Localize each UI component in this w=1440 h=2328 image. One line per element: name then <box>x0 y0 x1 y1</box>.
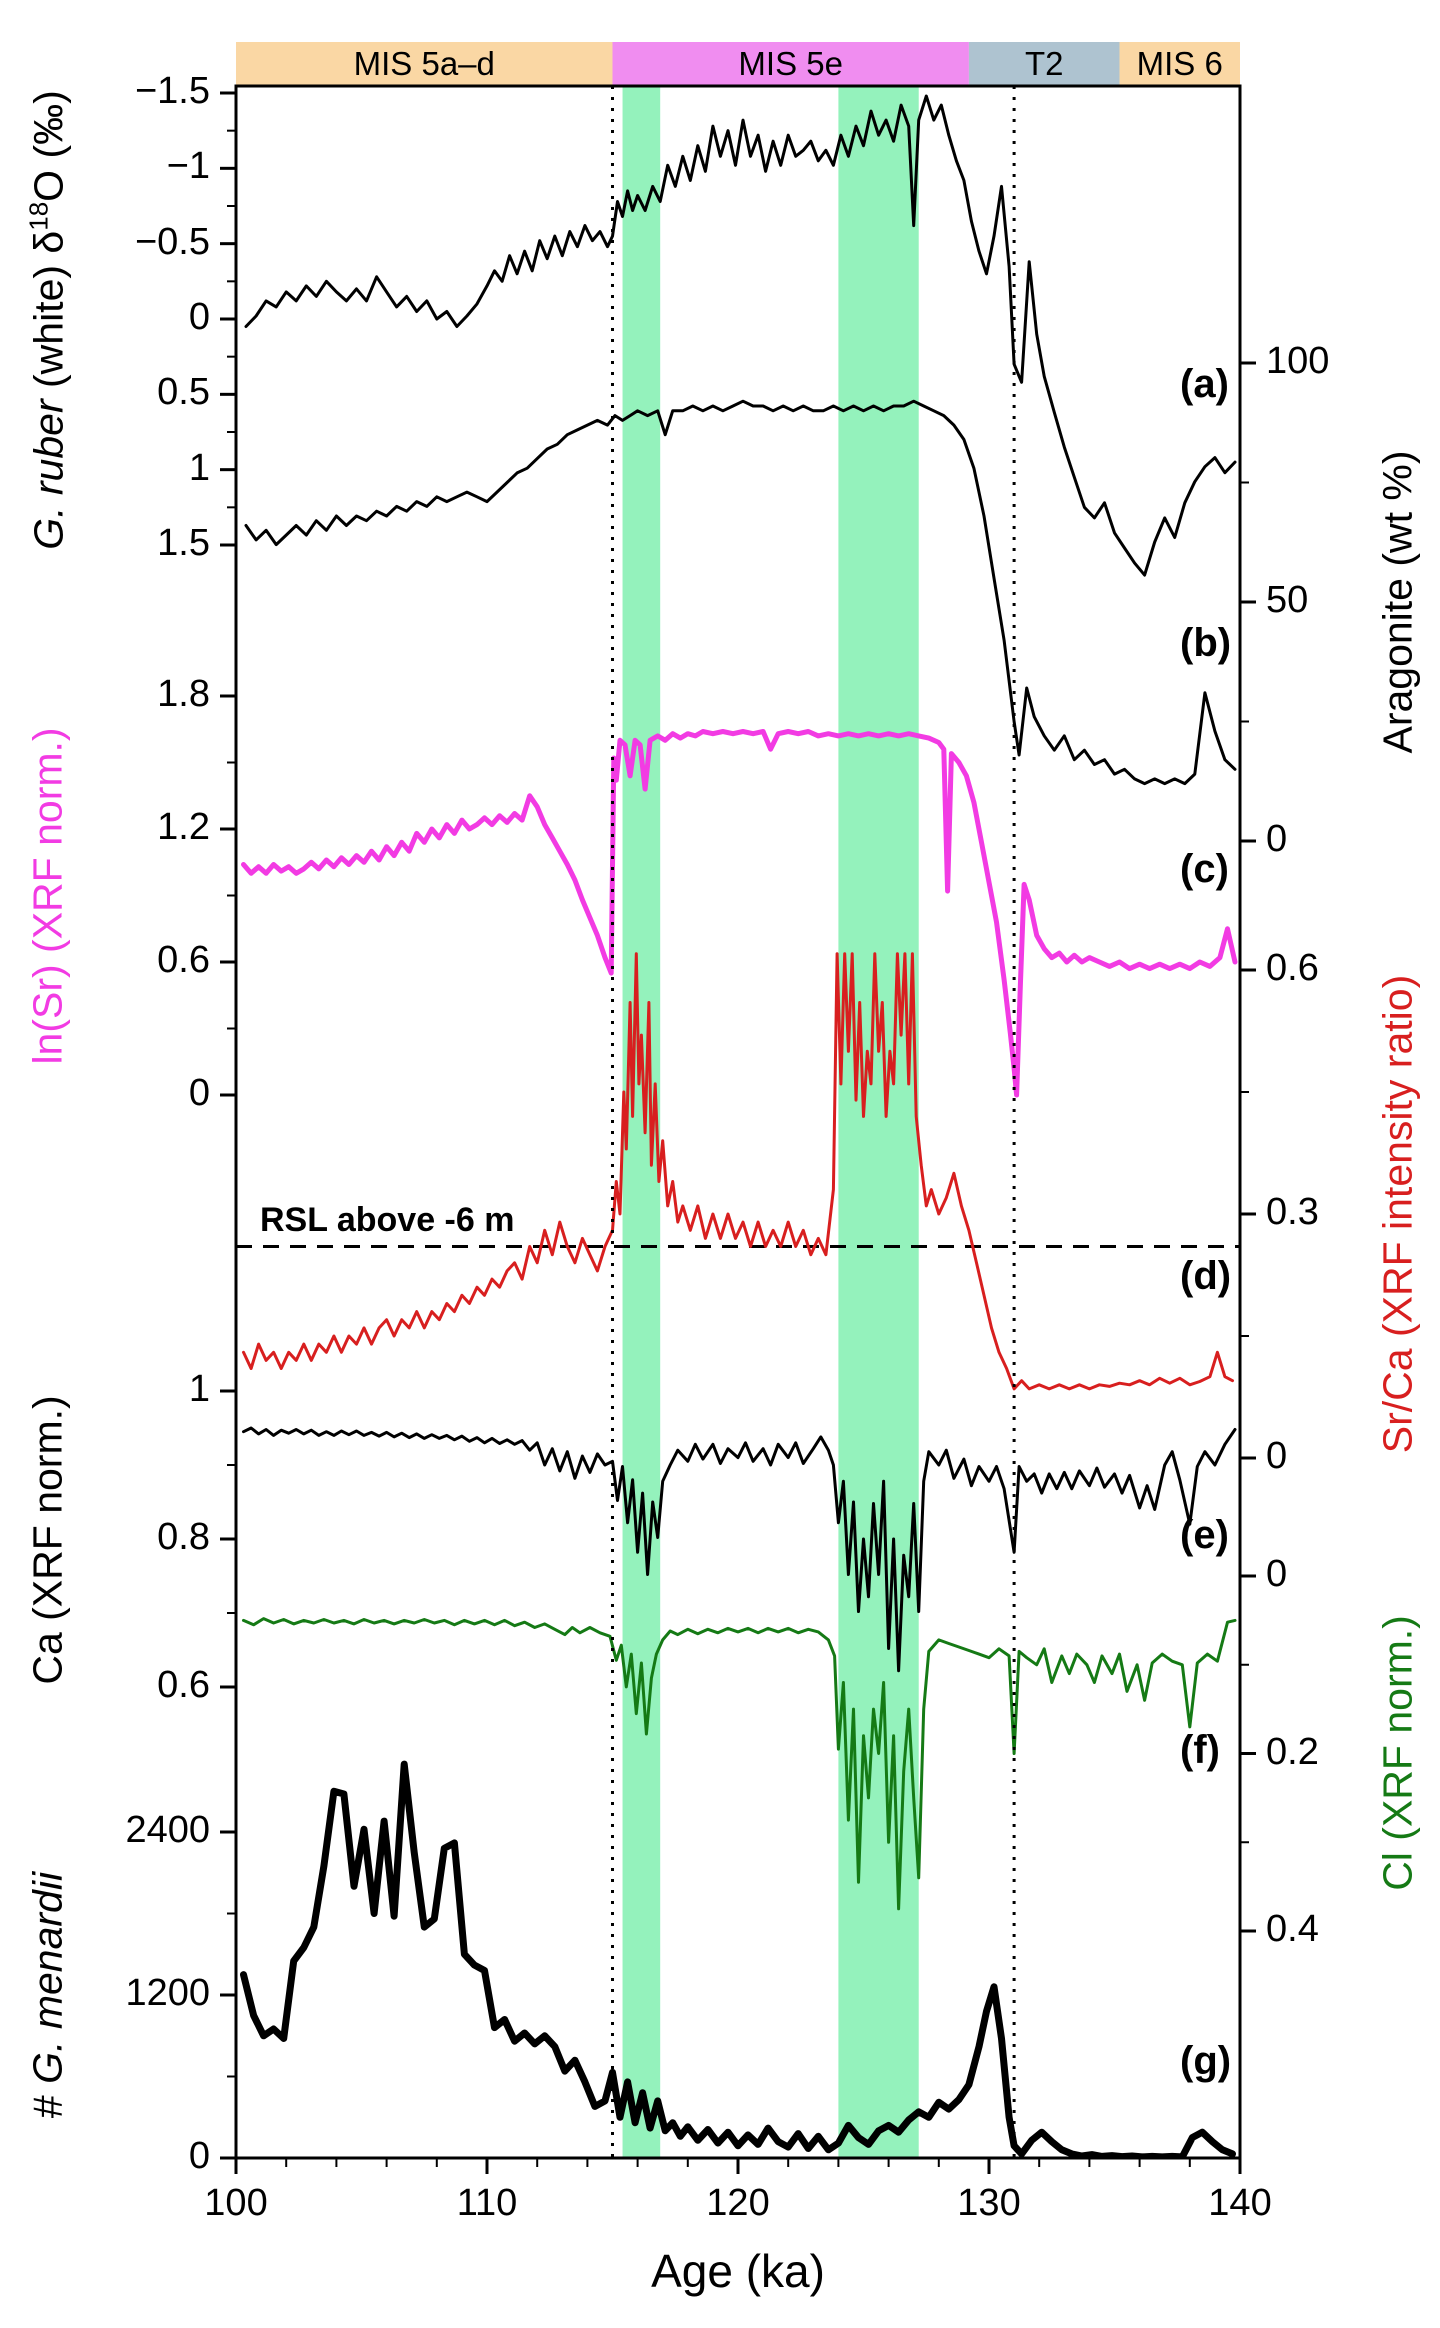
series-menardii <box>240 1760 1236 2158</box>
stage-band-0 <box>236 42 613 86</box>
stage-band-3 <box>1119 42 1240 86</box>
x-tick-label: 100 <box>204 2182 268 2224</box>
y-tick-label-menardii: 2400 <box>125 1809 210 1851</box>
panel-letter-d: (d) <box>1180 1254 1232 1298</box>
series-srca <box>242 952 1234 1391</box>
stage-label-mis6: MIS 6 <box>1136 45 1223 82</box>
y-tick-label-d18o: −1 <box>166 145 210 188</box>
stage-band-1 <box>612 42 969 86</box>
x-tick-label: 120 <box>706 2182 770 2224</box>
y-tick-label-ca: 0.8 <box>157 1516 210 1558</box>
rsl-annotation: RSL above -6 m <box>260 1200 515 1239</box>
y-tick-label-menardii: 1200 <box>125 1972 210 2014</box>
stage-band-2 <box>968 42 1120 86</box>
x-tick-label: 130 <box>957 2182 1021 2224</box>
y-tick-label-d18o: 1.5 <box>157 522 210 564</box>
y-tick-label-srca: 0.3 <box>1266 1191 1319 1233</box>
panel-letter-f: (f) <box>1180 1728 1220 1772</box>
y-tick-label-aragonite: 100 <box>1266 340 1330 382</box>
y-tick-label-lnsr: 0 <box>188 1072 210 1114</box>
y-tick-label-d18o: 0.5 <box>157 371 210 414</box>
y-tick-label-ca: 0.6 <box>157 1664 210 1706</box>
series-ca <box>242 1426 1237 1673</box>
series-cl <box>242 1617 1237 1911</box>
y-tick-label-menardii: 0 <box>188 2135 210 2177</box>
series-aragonite <box>244 399 1237 786</box>
highlight-band-1 <box>838 86 919 2158</box>
x-tick-label: 110 <box>456 2182 518 2224</box>
y-tick-label-lnsr: 1.8 <box>157 673 210 715</box>
isotope-superscript: 18 <box>23 201 54 231</box>
y-tick-label-d18o: 0 <box>188 296 210 338</box>
axis-title-lnsr: ln(Sr) (XRF norm.) <box>24 727 71 1065</box>
y-tick-label-cl: 0.4 <box>1266 1908 1319 1950</box>
panel-letter-b: (b) <box>1180 621 1232 665</box>
count-symbol: # <box>24 2083 71 2119</box>
y-tick-label-srca: 0.6 <box>1266 947 1319 989</box>
panel-letter-e: (e) <box>1180 1513 1229 1557</box>
x-axis-title: Age (ka) <box>651 2245 825 2297</box>
y-tick-label-aragonite: 0 <box>1266 818 1288 860</box>
series-group <box>240 94 1238 2158</box>
x-tick-label: 140 <box>1208 2182 1272 2224</box>
y-tick-label-cl: 0 <box>1266 1553 1288 1595</box>
y-tick-label-lnsr: 0.6 <box>157 939 210 981</box>
y-tick-label-aragonite: 50 <box>1266 579 1309 621</box>
y-tick-label-cl: 0.2 <box>1266 1730 1319 1773</box>
panel-letter-g: (g) <box>1180 2039 1232 2083</box>
stage-label-t2: T2 <box>1024 45 1064 82</box>
panel-letter-c: (c) <box>1180 847 1229 891</box>
stage-label-mis5ad: MIS 5a–d <box>353 45 495 82</box>
y-tick-label-d18o: −1.5 <box>134 70 210 112</box>
series-d18o <box>244 94 1237 577</box>
y-tick-label-d18o: 1 <box>188 446 210 489</box>
stage-label-mis5e: MIS 5e <box>738 45 843 82</box>
y-tick-label-srca: 0 <box>1266 1435 1288 1477</box>
panel-letter-a: (a) <box>1180 362 1229 406</box>
y-tick-label-d18o: −0.5 <box>134 220 210 263</box>
y-tick-label-lnsr: 1.2 <box>157 806 210 848</box>
y-tick-label-ca: 1 <box>188 1368 210 1410</box>
series-lnsr <box>241 729 1238 1098</box>
